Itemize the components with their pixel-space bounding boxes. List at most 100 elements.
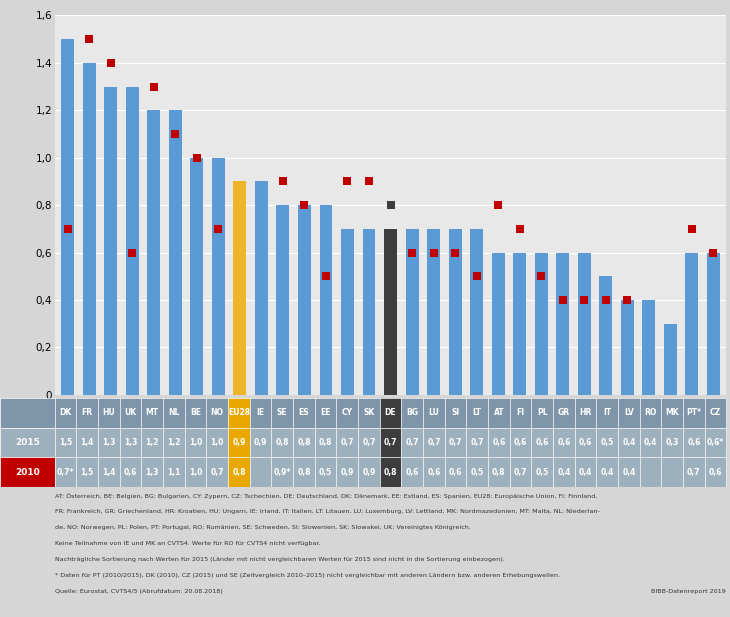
Bar (513, 252, 526, 395)
Text: 0,7: 0,7 (514, 468, 527, 476)
Text: 0,6: 0,6 (557, 438, 571, 447)
Text: BIBB-Datenreport 2019: BIBB-Datenreport 2019 (651, 589, 726, 594)
Bar (163, 457, 185, 487)
Bar (142, 398, 163, 428)
Bar (142, 428, 163, 457)
Text: HU: HU (102, 408, 115, 417)
Text: 0,6: 0,6 (536, 438, 549, 447)
Bar (0, 428, 55, 457)
Text: MK: MK (665, 408, 679, 417)
Bar (120, 428, 142, 457)
Text: 0,9: 0,9 (254, 438, 267, 447)
Text: PT*: PT* (686, 408, 702, 417)
Bar (337, 457, 358, 487)
Text: 0,9*: 0,9* (274, 468, 291, 476)
Bar (639, 428, 661, 457)
Bar (120, 398, 142, 428)
Bar (402, 398, 423, 428)
Text: 0,4: 0,4 (622, 468, 636, 476)
Text: DK: DK (59, 408, 72, 417)
Bar (234, 181, 246, 395)
Bar (358, 398, 380, 428)
Bar (126, 86, 139, 395)
Bar (82, 63, 96, 395)
Bar (55, 428, 77, 457)
Bar (683, 428, 704, 457)
Bar (704, 457, 726, 487)
Bar (510, 398, 531, 428)
Bar (250, 428, 272, 457)
Text: HR: HR (580, 408, 592, 417)
Bar (596, 398, 618, 428)
Bar (618, 457, 639, 487)
Bar (272, 457, 293, 487)
Text: 0,8: 0,8 (275, 438, 289, 447)
Text: BG: BG (406, 408, 418, 417)
Bar (470, 229, 483, 395)
Bar (575, 398, 596, 428)
Bar (466, 457, 488, 487)
Text: 0,4: 0,4 (622, 438, 636, 447)
Bar (250, 398, 272, 428)
Bar (337, 398, 358, 428)
Bar (212, 158, 225, 395)
Bar (358, 457, 380, 487)
Text: 0,4: 0,4 (601, 468, 614, 476)
Bar (272, 428, 293, 457)
Text: ES: ES (299, 408, 310, 417)
Bar (77, 457, 98, 487)
Bar (147, 110, 160, 395)
Text: 1,1: 1,1 (167, 468, 180, 476)
Text: 1,3: 1,3 (124, 438, 137, 447)
Bar (683, 398, 704, 428)
Bar (445, 457, 466, 487)
Bar (61, 39, 74, 395)
Bar (553, 428, 575, 457)
Bar (578, 252, 591, 395)
Text: 1,0: 1,0 (210, 438, 224, 447)
Text: 0,8: 0,8 (297, 468, 311, 476)
Bar (618, 398, 639, 428)
Bar (683, 457, 704, 487)
Text: AT: Österreich, BE: Belgien, BG: Bulgarien, CY: Zypern, CZ: Tschechien, DE: Deut: AT: Österreich, BE: Belgien, BG: Bulgari… (55, 493, 597, 499)
Bar (185, 457, 207, 487)
Text: 0,7*: 0,7* (57, 468, 74, 476)
Text: 0,6: 0,6 (709, 468, 722, 476)
Text: 1,3: 1,3 (145, 468, 159, 476)
Text: 0,8: 0,8 (297, 438, 311, 447)
Bar (207, 398, 228, 428)
Text: 0,5: 0,5 (471, 468, 484, 476)
Text: 0,7: 0,7 (405, 438, 419, 447)
Bar (707, 252, 720, 395)
Bar (445, 398, 466, 428)
Bar (661, 457, 683, 487)
Text: 0,6*: 0,6* (707, 438, 724, 447)
Text: NL: NL (168, 408, 180, 417)
Bar (315, 457, 337, 487)
Text: Keine Teilnahme von IE und MK an CVTS4. Werte für RO für CVTS4 nicht verfügbar.: Keine Teilnahme von IE und MK an CVTS4. … (55, 541, 320, 546)
Bar (661, 428, 683, 457)
Text: 0,9: 0,9 (232, 438, 245, 447)
Bar (531, 428, 553, 457)
Bar (98, 398, 120, 428)
Bar (445, 428, 466, 457)
Bar (488, 398, 510, 428)
Bar (169, 110, 182, 395)
Text: CZ: CZ (710, 408, 721, 417)
Text: 0,7: 0,7 (449, 438, 462, 447)
Bar (0, 398, 55, 428)
Bar (163, 428, 185, 457)
Text: SI: SI (451, 408, 460, 417)
Bar (185, 428, 207, 457)
Text: AT: AT (493, 408, 504, 417)
Text: IE: IE (256, 408, 265, 417)
Text: 0,8: 0,8 (384, 468, 397, 476)
Text: LT: LT (473, 408, 482, 417)
Bar (639, 457, 661, 487)
Text: * Daten für PT (2010/2015), DK (2010), CZ (2015) und SE (Zeitvergleich 2010–2015: * Daten für PT (2010/2015), DK (2010), C… (55, 573, 560, 578)
Bar (596, 457, 618, 487)
Bar (575, 457, 596, 487)
Text: 0,6: 0,6 (449, 468, 462, 476)
Bar (510, 428, 531, 457)
Text: IT: IT (603, 408, 611, 417)
